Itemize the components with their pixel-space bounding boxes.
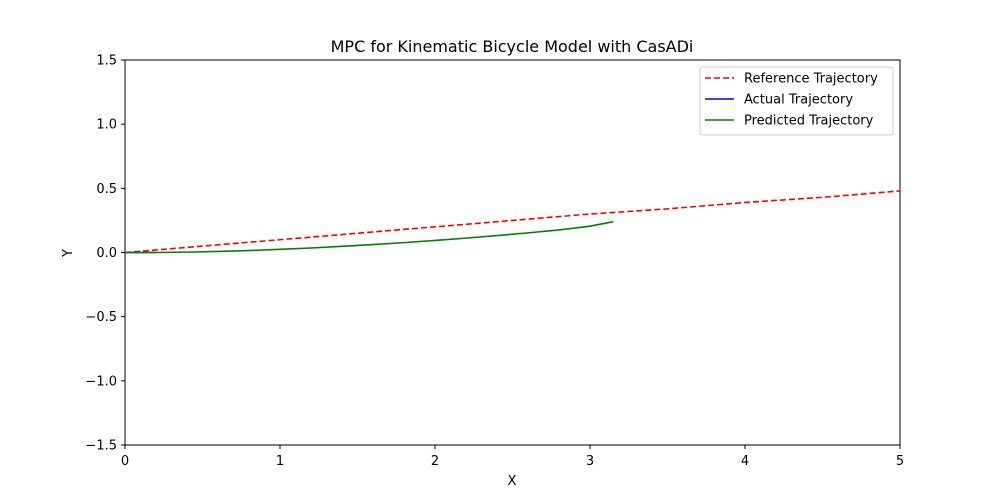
x-tick-label: 4: [741, 454, 749, 469]
x-axis-label: X: [508, 474, 517, 489]
legend-entry: Actual Trajectory: [744, 93, 853, 108]
y-tick-label: −1.5: [85, 439, 117, 454]
y-axis: −1.5 −1.0 −0.5 0.0 0.5 1.0 1.5: [85, 54, 125, 454]
legend-box: [699, 66, 894, 136]
legend-entry: Reference Trajectory: [744, 72, 878, 87]
predicted-trajectory-line: [125, 220, 614, 254]
y-tick-label: 1.0: [96, 118, 117, 133]
y-tick-label: 1.5: [96, 54, 117, 69]
series-layer: [124, 190, 901, 254]
legend: Reference Trajectory Actual Trajectory Pre…: [699, 66, 894, 136]
x-tick-label: 3: [586, 454, 594, 469]
legend-entry: Predicted Trajectory: [744, 114, 874, 129]
y-tick-label: −0.5: [85, 310, 117, 325]
reference-trajectory-line: [124, 190, 901, 254]
chart-title: MPC for Kinematic Bicycle Model with Cas…: [331, 37, 694, 56]
x-tick-label: 5: [896, 454, 904, 469]
x-tick-label: 2: [431, 454, 439, 469]
x-tick-label: 1: [276, 454, 284, 469]
y-axis-label: Y: [61, 249, 76, 258]
y-tick-label: −1.0: [85, 374, 117, 389]
y-tick-label: 0.5: [96, 182, 117, 197]
y-tick-label: 0.0: [96, 246, 117, 261]
x-tick-label: 0: [121, 454, 129, 469]
x-axis: 0 1 2 3 4 5: [121, 445, 904, 469]
